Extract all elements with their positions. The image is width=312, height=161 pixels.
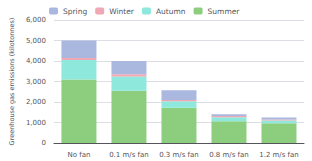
svg-text:2,000: 2,000 [26,98,46,106]
svg-text:0.8 m/s fan: 0.8 m/s fan [209,151,249,159]
svg-text:1.2 m/s fan: 1.2 m/s fan [259,151,299,159]
svg-text:4,000: 4,000 [26,57,46,65]
svg-text:Summer: Summer [208,7,241,16]
svg-text:Winter: Winter [109,7,135,16]
svg-text:0: 0 [41,139,45,147]
svg-text:6,000: 6,000 [26,16,46,24]
svg-text:1,000: 1,000 [26,119,46,127]
svg-text:No fan: No fan [67,151,90,159]
svg-text:3,000: 3,000 [26,78,46,86]
svg-text:5,000: 5,000 [26,37,46,45]
svg-text:Spring: Spring [63,7,87,16]
svg-text:Autumn: Autumn [156,7,186,16]
svg-text:0.1 m/s fan: 0.1 m/s fan [109,151,149,159]
svg-text:0.3 m/s fan: 0.3 m/s fan [159,151,199,159]
svg-text:Greenhouse gas emissions (kilo: Greenhouse gas emissions (kilotonnes) [8,18,16,146]
